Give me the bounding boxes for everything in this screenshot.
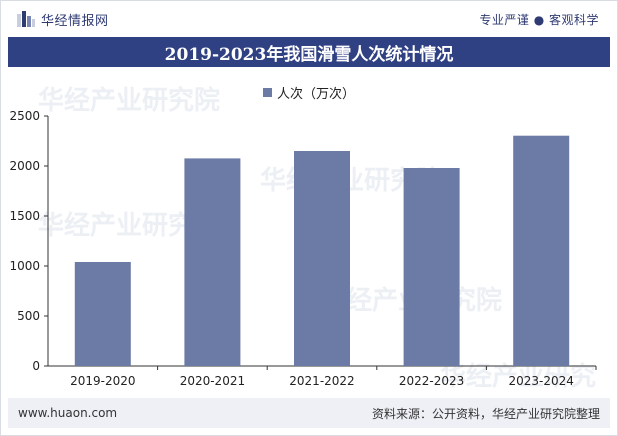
brand-name: 华经情报网 <box>41 13 109 29</box>
x-tick-label: 2023-2024 <box>508 374 573 388</box>
bar-chart: 0 500 1000 1500 2000 2500 2019-2020 2020-2021 20… <box>9 109 597 388</box>
footer-website: www.huaon.com <box>18 406 118 420</box>
y-tick-label: 2000 <box>9 159 40 173</box>
bar <box>184 158 241 366</box>
footer-bar: www.huaon.com 资料来源：公开资料，华经产业研究院整理 <box>8 398 610 428</box>
brand: 华经情报网 <box>17 10 109 29</box>
bar <box>403 168 460 366</box>
x-tick-label: 2019-2020 <box>70 374 135 388</box>
bar <box>294 151 350 366</box>
y-tick-label: 2500 <box>9 109 40 123</box>
bar <box>74 262 131 366</box>
footer-source: 资料来源：公开资料，华经产业研究院整理 <box>371 406 600 421</box>
y-tick-label: 1500 <box>9 209 40 223</box>
chart-title: 2019-2023年我国滑雪人次统计情况 <box>8 37 610 67</box>
x-tick-label: 2020-2021 <box>180 374 245 388</box>
header-bar: 华经情报网 专业严谨 ● 客观科学 <box>1 1 617 37</box>
x-tick-label: 2021-2022 <box>289 374 354 388</box>
bar <box>513 135 570 366</box>
huajing-logo-icon <box>17 11 35 27</box>
legend-swatch <box>262 87 272 97</box>
x-tick-label: 2022-2023 <box>399 374 464 388</box>
legend-label: 人次（万次） <box>276 86 355 102</box>
y-tick-label: 1000 <box>9 259 40 273</box>
tagline: 专业严谨 ● 客观科学 <box>479 12 599 27</box>
y-tick-label: 0 <box>32 359 40 373</box>
y-tick-label: 500 <box>17 309 40 323</box>
legend: 人次（万次） <box>0 82 618 102</box>
